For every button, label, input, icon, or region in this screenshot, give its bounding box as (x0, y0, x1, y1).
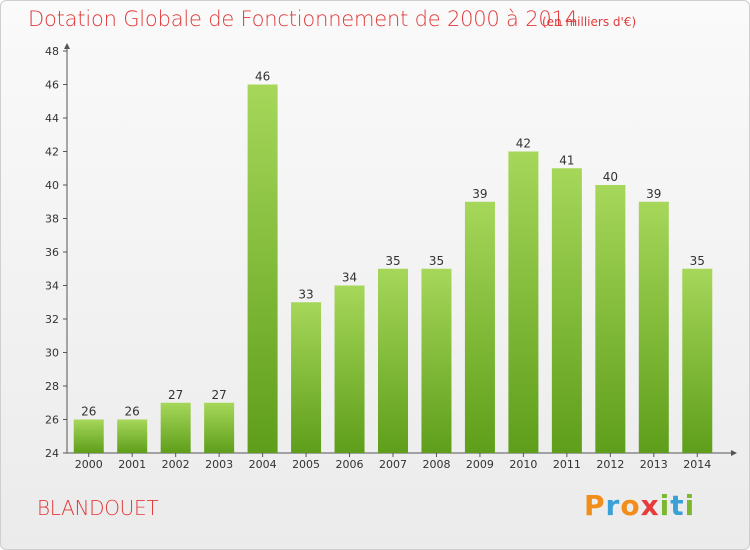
bar-value-label: 41 (559, 153, 574, 167)
y-tick-label: 28 (45, 380, 59, 393)
logo-letter: P (584, 489, 606, 522)
y-tick-label: 42 (45, 146, 59, 159)
y-tick-label: 40 (45, 179, 59, 192)
x-tick-label: 2000 (75, 458, 103, 471)
bar (508, 151, 539, 453)
bar-value-label: 33 (298, 287, 313, 301)
x-tick-label: 2012 (596, 458, 624, 471)
x-tick-label: 2014 (683, 458, 711, 471)
y-tick-label: 46 (45, 79, 59, 92)
y-tick-label: 36 (45, 246, 59, 259)
bar-value-label: 26 (125, 405, 140, 419)
x-tick-label: 2002 (162, 458, 190, 471)
logo-letter: o (620, 489, 641, 522)
bar-value-label: 35 (429, 254, 444, 268)
bar-value-label: 34 (342, 271, 357, 285)
y-tick-label: 38 (45, 213, 59, 226)
bar-value-label: 27 (168, 388, 183, 402)
chart-subtitle: (en milliers d'€) (542, 15, 637, 29)
x-tick-label: 2011 (553, 458, 581, 471)
bar (334, 285, 365, 453)
x-tick-label: 2009 (466, 458, 494, 471)
x-tick-label: 2013 (640, 458, 668, 471)
logo-letter: x (640, 489, 660, 522)
bar-value-label: 39 (646, 187, 661, 201)
bars (73, 84, 713, 453)
y-axis: 24 26 28 30 32 34 36 38 40 42 44 46 48 (45, 43, 70, 460)
bar-value-label: 40 (603, 170, 618, 184)
bar-value-label: 42 (516, 137, 531, 151)
bar-value-label: 35 (385, 254, 400, 268)
bar (160, 402, 191, 453)
y-tick-label: 32 (45, 313, 59, 326)
bar (421, 268, 452, 453)
x-axis: 2000 2001 2002 2003 2004 2005 2006 2007 2008 2009… (67, 450, 737, 471)
x-tick-label: 2005 (292, 458, 320, 471)
x-axis-arrow (731, 450, 737, 456)
bar-value-label: 39 (472, 187, 487, 201)
x-tick-label: 2003 (205, 458, 233, 471)
bar-value-label: 35 (690, 254, 705, 268)
y-tick-label: 26 (45, 414, 59, 427)
y-tick-label: 30 (45, 347, 59, 360)
bar (291, 302, 322, 453)
bar (247, 84, 278, 453)
x-tick-label: 2001 (118, 458, 146, 471)
logo-letter: i (684, 489, 696, 522)
logo-letter: i (659, 489, 671, 522)
logo-letter: r (605, 489, 621, 522)
y-tick-label: 44 (45, 112, 59, 125)
x-tick-label: 2004 (249, 458, 277, 471)
bar (595, 185, 626, 453)
x-tick-label: 2010 (509, 458, 537, 471)
bar (551, 168, 582, 453)
x-tick-label: 2008 (422, 458, 450, 471)
bar-value-label: 46 (255, 70, 270, 84)
bar (682, 268, 713, 453)
x-tick-label: 2006 (336, 458, 364, 471)
bar (464, 201, 495, 453)
y-axis-arrow (64, 43, 70, 49)
proxiti-logo: Proxiti (584, 489, 695, 522)
bar-labels: 26 26 27 27 46 33 34 35 35 39 42 41 40 39 35 (81, 70, 705, 419)
y-tick-label: 34 (45, 280, 59, 293)
bar (73, 419, 104, 453)
bar (117, 419, 148, 453)
bar-value-label: 27 (211, 388, 226, 402)
bar (638, 201, 669, 453)
y-tick-label: 48 (45, 45, 59, 58)
commune-name: BLANDOUET (37, 496, 159, 520)
x-tick-label: 2007 (379, 458, 407, 471)
y-tick-label: 24 (45, 447, 59, 460)
bar (204, 402, 235, 453)
chart-title: Dotation Globale de Fonctionnement de 20… (28, 7, 578, 31)
bar-value-label: 26 (81, 405, 96, 419)
logo-letter: t (670, 489, 685, 522)
bar (378, 268, 408, 453)
